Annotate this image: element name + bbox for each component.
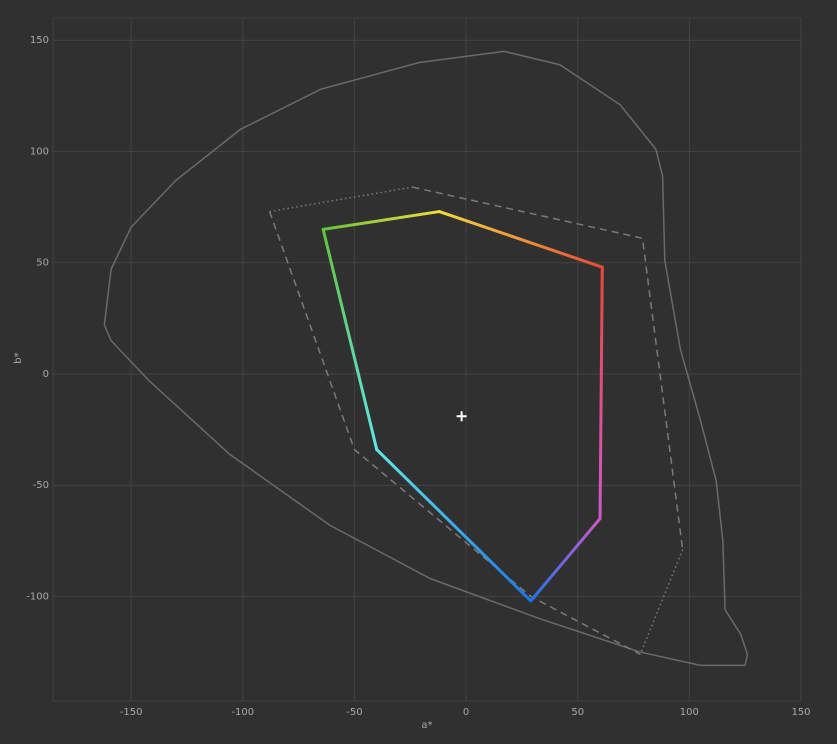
plot-frame [52, 17, 802, 702]
x-axis-label: a* [421, 720, 432, 731]
gamut-edge [437, 210, 604, 269]
x-tick-label: -50 [346, 707, 362, 718]
gamut-line [269, 186, 413, 213]
gamut-edge [529, 517, 602, 603]
gamut-line [639, 549, 684, 655]
x-tick-label: -150 [120, 707, 143, 718]
x-tick-label: 100 [680, 707, 699, 718]
gamut-line [412, 186, 684, 550]
x-tick-label: 50 [571, 707, 584, 718]
y-tick-label: -50 [33, 480, 49, 491]
x-tick-label: -100 [231, 707, 254, 718]
gamut-edge [321, 227, 379, 452]
y-axis-label: b* [13, 352, 24, 363]
y-tick-label: 50 [36, 258, 49, 269]
gamut-line [103, 50, 749, 667]
gamut-edge [375, 448, 533, 603]
y-tick-label: 150 [30, 35, 49, 46]
y-tick-label: 100 [30, 146, 49, 157]
y-tick-label: -100 [26, 591, 49, 602]
gamut-edge [321, 210, 441, 231]
gamut-edge [598, 265, 604, 521]
gamut-line [268, 211, 641, 655]
x-tick-label: 150 [791, 707, 810, 718]
white-point [456, 411, 467, 422]
x-tick-label: 0 [463, 707, 469, 718]
y-tick-label: 0 [43, 369, 49, 380]
